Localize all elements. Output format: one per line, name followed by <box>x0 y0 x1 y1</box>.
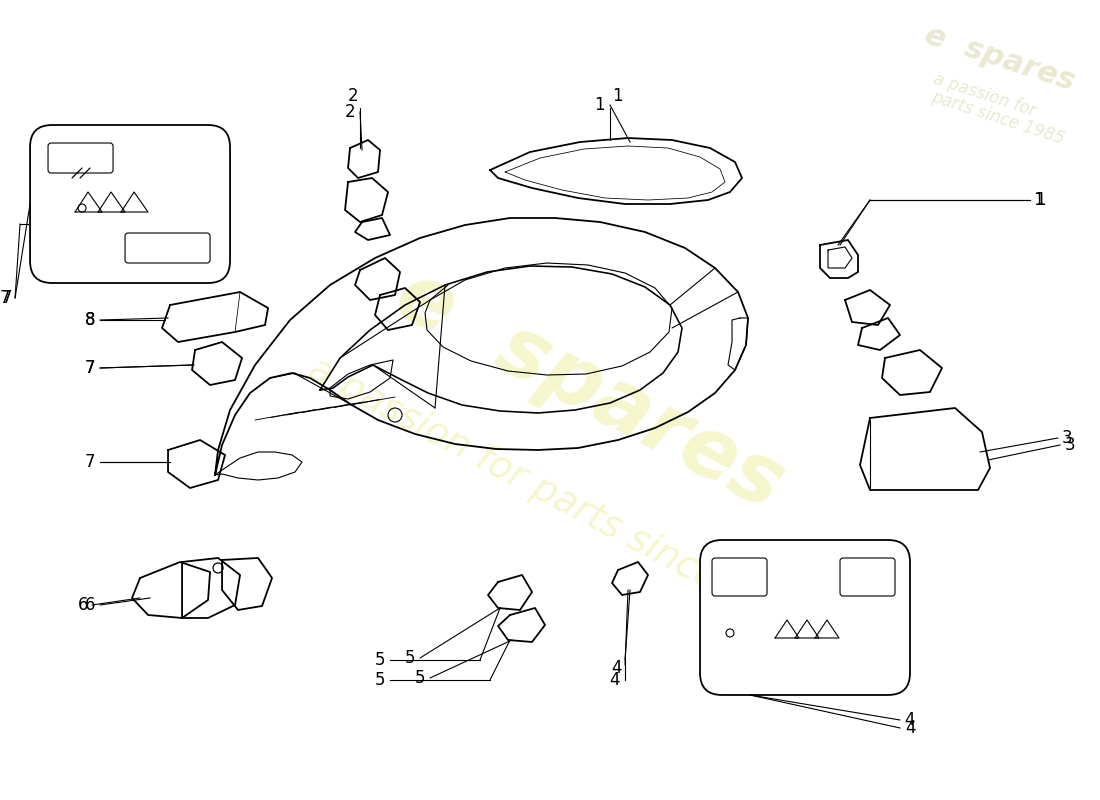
Text: 6: 6 <box>77 596 88 614</box>
Text: 7: 7 <box>85 359 95 377</box>
Text: e  spares: e spares <box>383 254 798 526</box>
Text: 3: 3 <box>1062 429 1072 447</box>
Text: 2: 2 <box>344 103 355 121</box>
Text: 5: 5 <box>374 651 385 669</box>
FancyBboxPatch shape <box>712 558 767 596</box>
Text: 5: 5 <box>374 671 385 689</box>
Text: 1: 1 <box>594 96 605 114</box>
Text: 7: 7 <box>85 359 95 377</box>
Text: 1: 1 <box>1033 191 1044 209</box>
Text: 4: 4 <box>612 659 621 677</box>
Text: 7: 7 <box>85 453 95 471</box>
Text: 8: 8 <box>85 311 95 329</box>
FancyBboxPatch shape <box>125 233 210 263</box>
Text: 1: 1 <box>612 87 623 105</box>
Text: a passion for: a passion for <box>932 70 1038 120</box>
Text: parts since 1985: parts since 1985 <box>930 88 1067 148</box>
Text: 5: 5 <box>405 649 415 667</box>
Text: a passion for parts since 1985: a passion for parts since 1985 <box>301 351 818 649</box>
Text: 4: 4 <box>609 671 620 689</box>
FancyBboxPatch shape <box>700 540 910 695</box>
FancyBboxPatch shape <box>840 558 895 596</box>
Text: 7: 7 <box>0 289 10 307</box>
Text: 3: 3 <box>1065 436 1076 454</box>
Text: 1: 1 <box>1035 191 1046 209</box>
FancyBboxPatch shape <box>48 143 113 173</box>
Text: 8: 8 <box>85 311 95 329</box>
Text: 4: 4 <box>904 711 914 729</box>
Text: 4: 4 <box>905 719 915 737</box>
Text: 6: 6 <box>85 596 95 614</box>
Text: 7: 7 <box>1 289 12 307</box>
FancyBboxPatch shape <box>30 125 230 283</box>
Text: e  spares: e spares <box>921 20 1079 96</box>
Text: 5: 5 <box>415 669 425 687</box>
Text: 2: 2 <box>348 87 358 105</box>
